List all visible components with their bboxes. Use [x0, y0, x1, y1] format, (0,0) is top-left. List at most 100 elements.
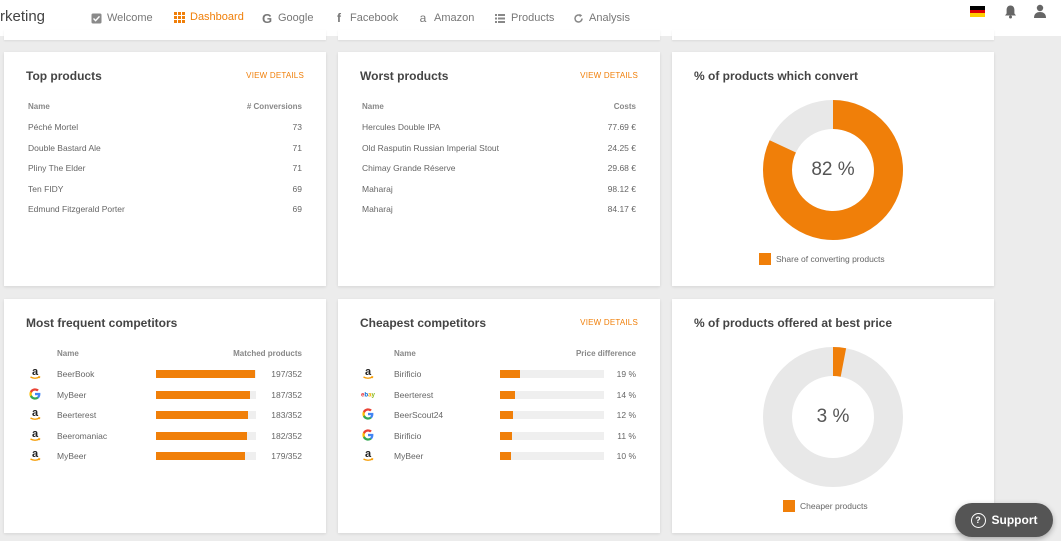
competitor-name: BeerBook — [57, 369, 95, 379]
progress-bar-track — [500, 431, 604, 440]
competitor-row[interactable]: ebay Beerterest 14 % — [338, 390, 660, 404]
card-stub — [672, 30, 994, 40]
progress-bar-track — [156, 370, 256, 378]
row-value: 84.17 € — [607, 204, 636, 214]
svg-text:a: a — [32, 448, 39, 460]
product-name: Double Bastard Ale — [28, 142, 101, 153]
view-details-link[interactable]: VIEW DETAILS — [246, 71, 304, 80]
progress-bar-fill — [156, 390, 250, 399]
nav-welcome[interactable]: Welcome — [90, 0, 153, 36]
competitor-row[interactable]: a Beeromaniac 182/352 — [4, 428, 326, 445]
competitor-row[interactable]: a MyBeer 179/352 — [4, 448, 326, 465]
table-row[interactable]: Old Rasputin Russian Imperial Stout 24.25… — [338, 143, 660, 157]
progress-bar-fill — [156, 452, 245, 460]
competitor-row[interactable]: a Birificio 19 % — [338, 366, 660, 383]
row-value: 71 — [292, 163, 302, 173]
competitor-name: BeerScout24 — [394, 410, 444, 420]
donut-slice[interactable] — [833, 347, 847, 377]
donut-value-label: 3 % — [816, 406, 850, 427]
nav-facebook[interactable]: f Facebook — [333, 0, 398, 36]
progress-bar-track — [156, 452, 256, 460]
row-value: 77.69 € — [607, 122, 636, 132]
svg-text:a: a — [365, 448, 372, 460]
row-value: 12 % — [616, 410, 636, 420]
product-name: Ten FIDY — [28, 183, 64, 194]
legend-label: Share of converting products — [776, 254, 885, 264]
progress-bar-track — [500, 370, 604, 378]
card-title: Top products — [26, 69, 102, 83]
competitor-name: MyBeer — [394, 451, 424, 461]
row-value: 197/352 — [271, 369, 302, 379]
progress-bar-fill — [500, 390, 515, 399]
table-row[interactable]: Chimay Grande Réserve 29.68 € — [338, 163, 660, 177]
user-icon[interactable] — [1033, 4, 1047, 18]
competitor-row[interactable]: a Beerterest 183/352 — [4, 407, 326, 424]
competitor-name: Beerterest — [57, 410, 97, 420]
competitor-row[interactable]: BeerScout24 12 % — [338, 408, 660, 424]
table-row[interactable]: Ten FIDY 69 — [4, 184, 326, 198]
legend-label: Cheaper products — [800, 501, 868, 511]
product-name: Hercules Double IPA — [362, 122, 441, 132]
nav-label: Dashboard — [190, 11, 244, 23]
google-icon — [361, 428, 375, 442]
nav-label: Products — [511, 12, 555, 24]
best-price-card: % of products offered at best price 3 % … — [672, 299, 994, 533]
product-name: Maharaj — [362, 204, 393, 214]
table-row[interactable]: Edmund Fitzgerald Porter 69 — [4, 204, 326, 218]
amazon-icon: a — [28, 448, 42, 462]
list-icon — [494, 12, 506, 24]
table-row[interactable]: Péché Mortel 73 — [4, 122, 326, 136]
donut-slice[interactable] — [763, 100, 903, 241]
table-row[interactable]: Maharaj 84.17 € — [338, 204, 660, 218]
best-price-donut-chart — [763, 347, 903, 487]
progress-bar-track — [156, 431, 256, 440]
column-header-conversions: # Conversions — [246, 102, 302, 111]
product-name: Pliny The Elder — [28, 163, 86, 173]
nav-analysis[interactable]: Analysis — [572, 0, 630, 36]
german-flag-icon[interactable] — [970, 6, 985, 17]
row-value: 69 — [292, 183, 302, 194]
nav-google[interactable]: G Google — [261, 0, 314, 36]
card-title: Cheapest competitors — [360, 316, 487, 330]
svg-text:a: a — [32, 428, 39, 440]
google-icon — [28, 387, 42, 401]
nav-label: Amazon — [434, 12, 475, 24]
progress-bar-fill — [156, 370, 255, 378]
nav-label: Analysis — [589, 12, 630, 24]
support-button[interactable]: ? Support — [955, 503, 1053, 537]
facebook-icon: f — [337, 11, 341, 25]
chart-legend: Share of converting products — [759, 253, 885, 265]
donut-value-label: 82 % — [811, 159, 855, 180]
bell-icon[interactable] — [1003, 4, 1018, 19]
nav-products[interactable]: Products — [494, 0, 554, 36]
row-value: 182/352 — [271, 430, 302, 441]
app-brand: rketing — [0, 8, 46, 25]
progress-bar-fill — [500, 411, 513, 419]
progress-bar-track — [500, 452, 604, 460]
table-row[interactable]: Maharaj 98.12 € — [338, 184, 660, 198]
worst-products-card: Worst products VIEW DETAILS Name Costs H… — [338, 52, 660, 286]
row-value: 19 % — [616, 369, 636, 379]
row-value: 11 % — [617, 430, 636, 441]
row-value: 179/352 — [271, 451, 302, 461]
view-details-link[interactable]: VIEW DETAILS — [580, 318, 638, 327]
refresh-icon — [572, 12, 584, 24]
row-value: 24.25 € — [607, 142, 636, 153]
grid-icon — [173, 11, 185, 23]
legend-swatch — [783, 500, 795, 512]
table-row[interactable]: Pliny The Elder 71 — [4, 163, 326, 177]
progress-bar-fill — [500, 431, 512, 440]
nav-amazon[interactable]: a Amazon — [417, 0, 475, 36]
table-row[interactable]: Hercules Double IPA 77.69 € — [338, 122, 660, 136]
product-name: Edmund Fitzgerald Porter — [28, 204, 125, 214]
view-details-link[interactable]: VIEW DETAILS — [580, 71, 638, 80]
competitor-row[interactable]: a MyBeer 10 % — [338, 448, 660, 465]
row-value: 69 — [292, 204, 302, 214]
svg-text:a: a — [32, 366, 39, 378]
competitor-row[interactable]: MyBeer 187/352 — [4, 387, 326, 404]
competitor-name: Birificio — [394, 369, 422, 379]
competitor-row[interactable]: Birificio 11 % — [338, 428, 660, 445]
table-row[interactable]: Double Bastard Ale 71 — [4, 143, 326, 157]
product-name: Péché Mortel — [28, 122, 79, 132]
competitor-row[interactable]: a BeerBook 197/352 — [4, 366, 326, 383]
